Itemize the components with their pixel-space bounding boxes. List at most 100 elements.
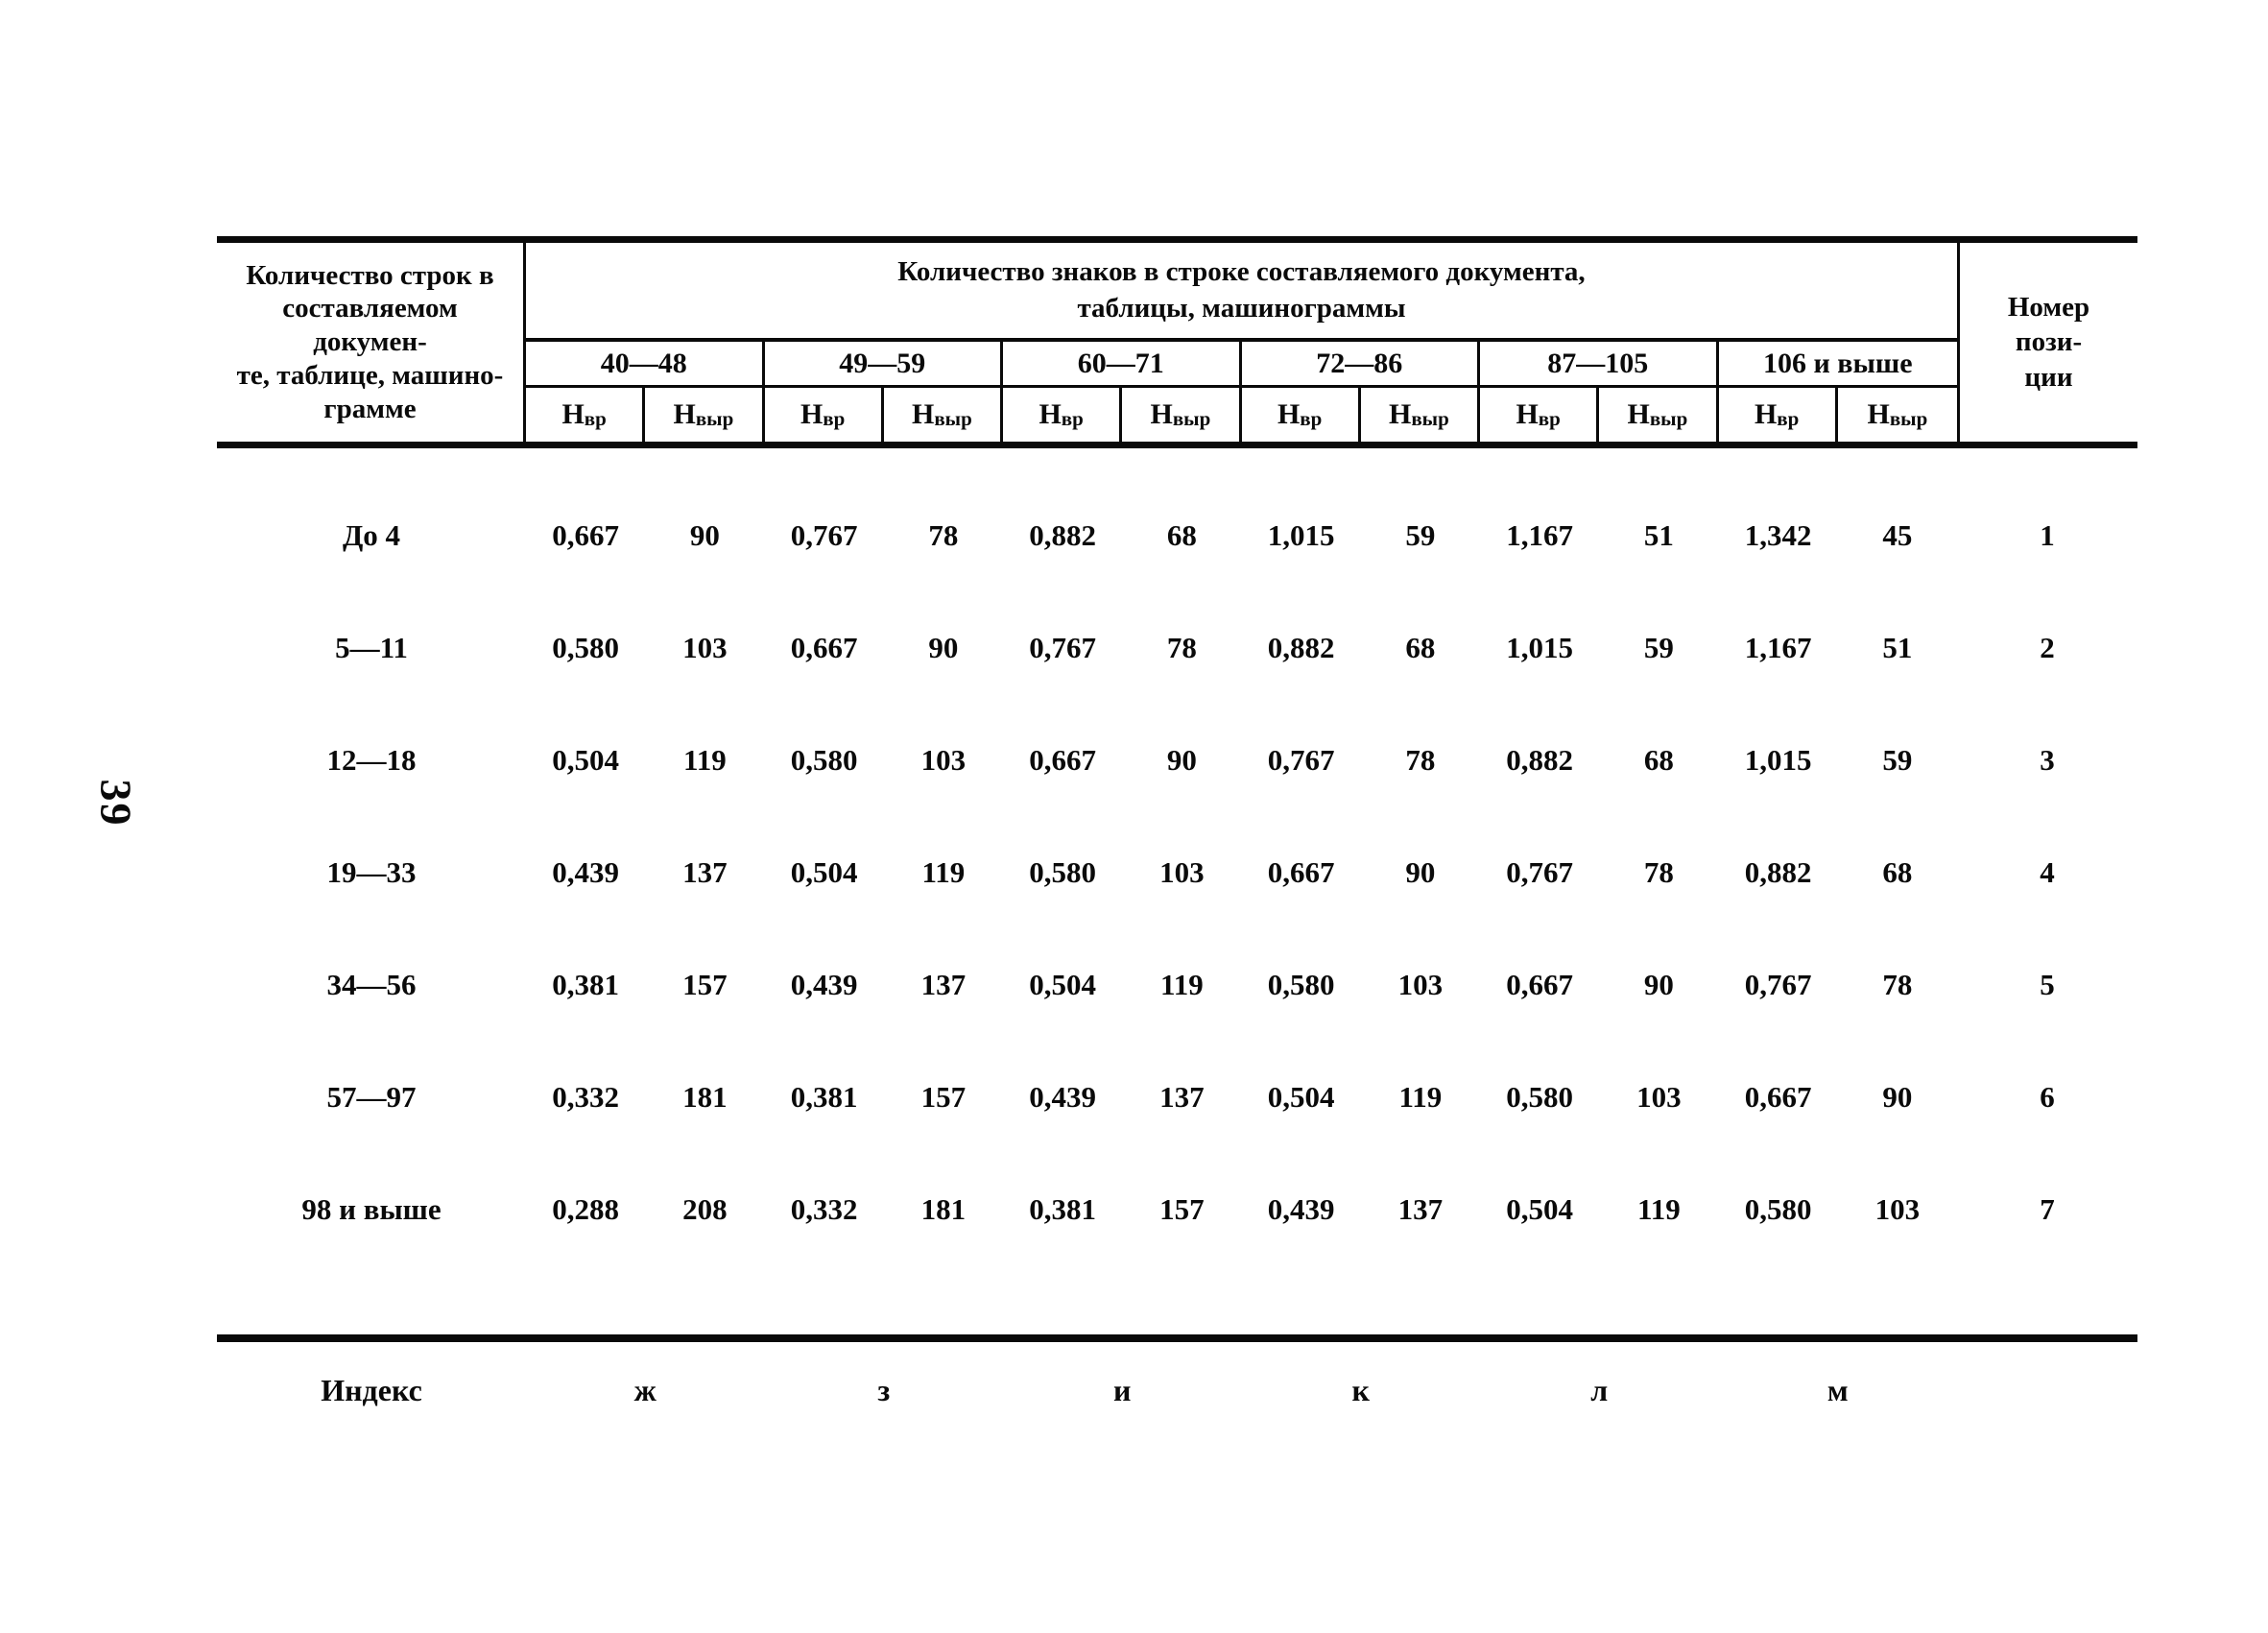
index-label: Индекс bbox=[321, 1372, 422, 1407]
value-cell: 0,882 bbox=[1506, 742, 1573, 777]
value-cell: 0,504 bbox=[1506, 1191, 1573, 1226]
value-cell: 0,667 bbox=[1029, 742, 1096, 777]
subcol-subscript-label: вр bbox=[823, 406, 846, 430]
index-letter: и bbox=[1113, 1372, 1132, 1407]
value-cell: 157 bbox=[1159, 1191, 1205, 1226]
value-cell: 103 bbox=[682, 630, 728, 664]
subcol-base-label: Н bbox=[1516, 398, 1539, 430]
value-cell: 68 bbox=[1882, 854, 1913, 889]
norms-table: Количество строк в составляемом докумен-… bbox=[217, 236, 2137, 1421]
subcol-base-label: Н bbox=[1627, 398, 1650, 430]
value-cell: 0,439 bbox=[552, 854, 619, 889]
index-row: Индекс ж з и к л м bbox=[217, 1359, 2137, 1421]
position-cell: 7 bbox=[2040, 1191, 2055, 1226]
corner-header-cell: Количество строк в составляемом докумен-… bbox=[217, 243, 526, 442]
value-cell: 0,882 bbox=[1744, 854, 1812, 889]
value-cell: 0,504 bbox=[552, 742, 619, 777]
value-cell: 0,580 bbox=[1267, 967, 1335, 1001]
value-cell: 0,288 bbox=[552, 1191, 619, 1226]
value-cell: 0,580 bbox=[1029, 854, 1096, 889]
value-cell: 0,504 bbox=[790, 854, 858, 889]
group-header-cell: 40—48 bbox=[526, 342, 765, 388]
table-row: 19—33 0,439 137 0,504 119 0,580 103 0,667 90 0,76… bbox=[217, 816, 2137, 928]
group-header-cell: 87—105 bbox=[1480, 342, 1719, 388]
value-cell: 137 bbox=[920, 967, 967, 1001]
subcol-subscript-label: вр bbox=[584, 406, 607, 430]
value-cell: 59 bbox=[1643, 630, 1674, 664]
value-cell: 137 bbox=[1159, 1079, 1205, 1114]
value-cell: 78 bbox=[928, 517, 959, 552]
value-cell: 0,580 bbox=[1506, 1079, 1573, 1114]
value-cell: 78 bbox=[1882, 967, 1913, 1001]
value-cell: 0,504 bbox=[1267, 1079, 1335, 1114]
value-cell: 78 bbox=[1405, 742, 1436, 777]
value-cell: 51 bbox=[1643, 517, 1674, 552]
index-letter: к bbox=[1351, 1372, 1370, 1407]
value-cell: 78 bbox=[1643, 854, 1674, 889]
value-cell: 157 bbox=[920, 1079, 967, 1114]
subcol-base-label: Н bbox=[1150, 398, 1173, 430]
position-cell: 1 bbox=[2040, 517, 2055, 552]
value-cell: 59 bbox=[1405, 517, 1436, 552]
value-cell: 90 bbox=[1405, 854, 1436, 889]
position-header-cell: Номер пози- ции bbox=[1957, 243, 2137, 442]
table-body: До 4 0,667 90 0,767 78 0,882 68 1,015 59 1,167 51 1… bbox=[217, 448, 2137, 1342]
value-cell: 68 bbox=[1405, 630, 1436, 664]
value-cell: 90 bbox=[1643, 967, 1674, 1001]
position-cell: 2 bbox=[2040, 630, 2055, 664]
value-cell: 0,882 bbox=[1267, 630, 1335, 664]
value-cell: 0,381 bbox=[552, 967, 619, 1001]
value-cell: 0,580 bbox=[552, 630, 619, 664]
subcol-base-label: Н bbox=[911, 398, 935, 430]
value-cell: 0,580 bbox=[790, 742, 858, 777]
index-letter: з bbox=[877, 1372, 891, 1407]
value-cell: 119 bbox=[1159, 967, 1204, 1001]
value-cell: 137 bbox=[1397, 1191, 1444, 1226]
subcol-base-label: Н bbox=[673, 398, 696, 430]
row-label-cell: 98 и выше bbox=[301, 1191, 442, 1226]
value-cell: 0,767 bbox=[1506, 854, 1573, 889]
value-cell: 0,767 bbox=[1029, 630, 1096, 664]
group-header-cell: 106 и выше bbox=[1718, 342, 1957, 388]
subcol-subscript-label: выр bbox=[934, 406, 972, 430]
span-header-cell: Количество знаков в строке составляемого… bbox=[526, 243, 1957, 342]
value-cell: 0,332 bbox=[552, 1079, 619, 1114]
subcol-subscript-label: выр bbox=[1889, 406, 1928, 430]
index-letter: м bbox=[1826, 1372, 1849, 1407]
value-cell: 45 bbox=[1882, 517, 1913, 552]
value-cell: 0,580 bbox=[1744, 1191, 1812, 1226]
group-header-cell: 60—71 bbox=[1003, 342, 1242, 388]
table-row: 5—11 0,580 103 0,667 90 0,767 78 0,882 68 1,015 59… bbox=[217, 591, 2137, 704]
value-cell: 0,439 bbox=[1029, 1079, 1096, 1114]
subcol-subscript-label: вр bbox=[1777, 406, 1800, 430]
row-label-cell: До 4 bbox=[342, 517, 401, 552]
value-cell: 103 bbox=[1636, 1079, 1682, 1114]
index-letter: л bbox=[1590, 1372, 1609, 1407]
table-row: 34—56 0,381 157 0,439 137 0,504 119 0,580 103 0,6… bbox=[217, 928, 2137, 1041]
group-header-cell: 72—86 bbox=[1241, 342, 1480, 388]
index-letter: ж bbox=[633, 1372, 657, 1407]
value-cell: 0,667 bbox=[1267, 854, 1335, 889]
subcol-subscript-label: выр bbox=[1411, 406, 1449, 430]
value-cell: 0,767 bbox=[1744, 967, 1812, 1001]
value-cell: 0,667 bbox=[1744, 1079, 1812, 1114]
group-header-cell: 49—59 bbox=[764, 342, 1003, 388]
value-cell: 1,167 bbox=[1506, 517, 1573, 552]
table-row: 12—18 0,504 119 0,580 103 0,667 90 0,767 78 0,882… bbox=[217, 704, 2137, 816]
subcol-base-label: Н bbox=[1277, 398, 1301, 430]
value-cell: 157 bbox=[682, 967, 728, 1001]
row-label-cell: 5—11 bbox=[335, 630, 408, 664]
subcol-base-label: Н bbox=[1754, 398, 1778, 430]
value-cell: 103 bbox=[1874, 1191, 1921, 1226]
row-label-cell: 57—97 bbox=[326, 1079, 417, 1114]
position-cell: 4 bbox=[2040, 854, 2055, 889]
row-label-cell: 19—33 bbox=[326, 854, 417, 889]
